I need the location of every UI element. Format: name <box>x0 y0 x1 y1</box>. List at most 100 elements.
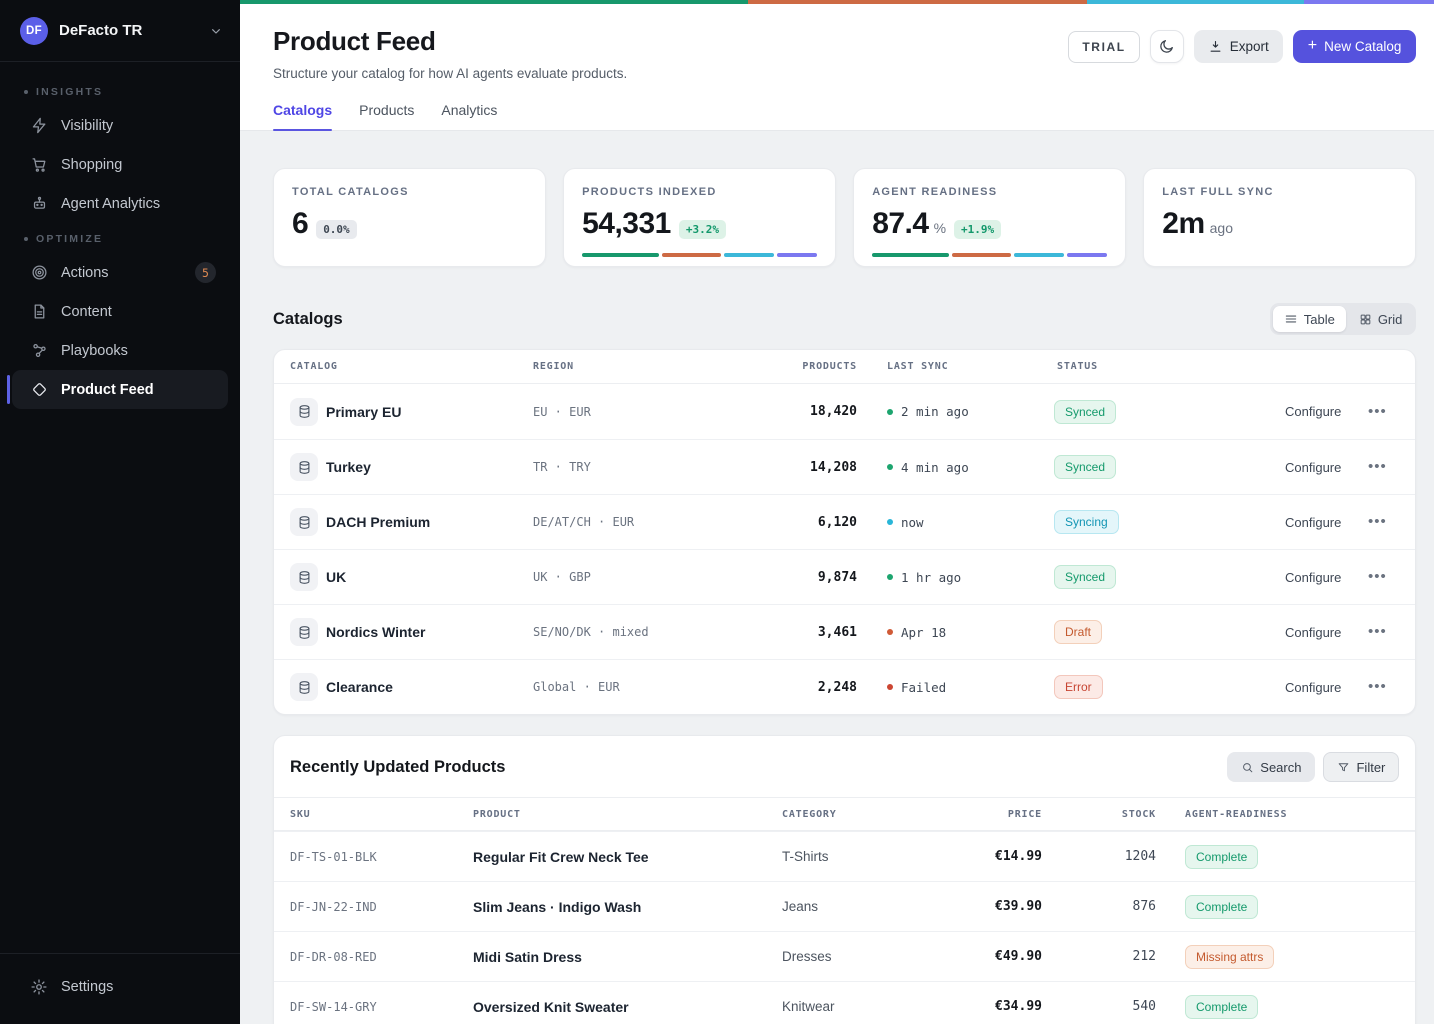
grid-view-button[interactable]: Grid <box>1348 306 1414 332</box>
list-icon <box>1284 312 1298 326</box>
column-header-products: PRODUCTS <box>713 361 857 372</box>
export-button[interactable]: Export <box>1194 30 1283 63</box>
product-name: Slim Jeans · Indigo Wash <box>473 899 782 915</box>
filter-button[interactable]: Filter <box>1323 752 1399 782</box>
table-view-button[interactable]: Table <box>1273 306 1346 332</box>
configure-button[interactable]: Configure <box>1285 680 1355 695</box>
column-header-sku: SKU <box>290 809 473 820</box>
catalog-name: DACH Premium <box>326 514 533 530</box>
product-row[interactable]: DF-SW-14-GRYOversized Knit SweaterKnitwe… <box>274 981 1415 1024</box>
stat-suffix: ago <box>1210 220 1233 236</box>
tab-bar: Catalogs Products Analytics <box>240 81 1434 131</box>
row-menu-button[interactable]: ••• <box>1355 407 1399 417</box>
configure-button[interactable]: Configure <box>1285 460 1355 475</box>
sidebar-item-visibility[interactable]: Visibility <box>12 106 228 145</box>
new-catalog-button[interactable]: + New Catalog <box>1293 30 1417 63</box>
catalog-region: DE/AT/CH · EUR <box>533 515 713 529</box>
catalogs-title: Catalogs <box>273 310 343 329</box>
sidebar-section-label: INSIGHTS <box>24 86 228 98</box>
product-sku: DF-DR-08-RED <box>290 950 473 964</box>
progress-segment <box>872 253 949 257</box>
column-header-status: STATUS <box>1054 361 1285 372</box>
view-toggle: Table Grid <box>1270 303 1417 335</box>
catalog-last-sync: 4 min ago <box>857 460 1054 475</box>
column-header-product: PRODUCT <box>473 809 782 820</box>
row-menu-button[interactable]: ••• <box>1355 627 1399 637</box>
tab-catalogs[interactable]: Catalogs <box>273 102 332 130</box>
product-price: €14.99 <box>962 849 1042 864</box>
theme-toggle-button[interactable] <box>1150 30 1184 63</box>
last-sync-text: now <box>901 515 924 530</box>
sync-status-dot <box>887 629 893 635</box>
stat-delta-badge: +1.9% <box>954 220 1001 239</box>
row-menu-button[interactable]: ••• <box>1355 462 1399 472</box>
column-header-catalog: CATALOG <box>290 361 533 372</box>
stat-label: AGENT READINESS <box>872 186 1107 198</box>
stats-row: TOTAL CATALOGS60.0%PRODUCTS INDEXED54,33… <box>273 168 1416 267</box>
search-button[interactable]: Search <box>1227 752 1315 782</box>
sidebar-item-playbooks[interactable]: Playbooks <box>12 331 228 370</box>
stat-value: 2m <box>1162 207 1204 241</box>
product-readiness-cell: Complete <box>1156 895 1399 919</box>
catalog-name: Turkey <box>326 459 533 475</box>
sidebar-item-actions[interactable]: Actions5 <box>12 253 228 292</box>
catalog-region: Global · EUR <box>533 680 713 694</box>
product-sku: DF-SW-14-GRY <box>290 1000 473 1014</box>
row-menu-button[interactable]: ••• <box>1355 682 1399 692</box>
tab-analytics[interactable]: Analytics <box>441 102 497 130</box>
catalog-row[interactable]: Nordics WinterSE/NO/DK · mixed3,461Apr 1… <box>274 604 1415 659</box>
tab-products[interactable]: Products <box>359 102 414 130</box>
catalog-row[interactable]: Primary EUEU · EUR18,4202 min agoSyncedC… <box>274 384 1415 439</box>
catalog-row[interactable]: DACH PremiumDE/AT/CH · EUR6,120nowSyncin… <box>274 494 1415 549</box>
row-menu-button[interactable]: ••• <box>1355 572 1399 582</box>
sidebar-item-shopping[interactable]: Shopping <box>12 145 228 184</box>
sidebar-item-settings[interactable]: Settings <box>12 967 228 1006</box>
readiness-badge: Complete <box>1185 995 1258 1019</box>
catalog-region: SE/NO/DK · mixed <box>533 625 713 639</box>
sync-status-dot <box>887 519 893 525</box>
catalog-icon-cell <box>290 398 326 426</box>
row-menu-button[interactable]: ••• <box>1355 517 1399 527</box>
sync-status-dot <box>887 464 893 470</box>
database-icon <box>290 398 318 426</box>
stat-label: TOTAL CATALOGS <box>292 186 527 198</box>
column-header-region: REGION <box>533 361 713 372</box>
main-area: Product Feed Structure your catalog for … <box>240 0 1434 1024</box>
sidebar: DF DeFacto TR INSIGHTS VisibilityShopping… <box>0 0 240 1024</box>
bullet-icon <box>24 237 28 241</box>
product-price: €39.90 <box>962 899 1042 914</box>
catalog-icon-cell <box>290 618 326 646</box>
catalogs-section-head: Catalogs Table Grid <box>273 303 1416 335</box>
sidebar-item-content[interactable]: Content <box>12 292 228 331</box>
products-table-header: SKU PRODUCT CATEGORY PRICE STOCK AGENT-R… <box>274 797 1415 831</box>
sidebar-item-agent-analytics[interactable]: Agent Analytics <box>12 184 228 223</box>
catalog-status-cell: Draft <box>1054 620 1285 644</box>
workspace-name: DeFacto TR <box>59 22 142 39</box>
product-name: Regular Fit Crew Neck Tee <box>473 849 782 865</box>
product-row[interactable]: DF-JN-22-INDSlim Jeans · Indigo WashJean… <box>274 881 1415 931</box>
configure-button[interactable]: Configure <box>1285 570 1355 585</box>
workspace-switcher[interactable]: DF DeFacto TR <box>0 0 240 62</box>
grid-icon <box>1359 313 1372 326</box>
readiness-badge: Complete <box>1185 845 1258 869</box>
sidebar-item-product-feed[interactable]: Product Feed <box>12 370 228 409</box>
column-header-last-sync: LAST SYNC <box>857 361 1054 372</box>
catalog-row[interactable]: TurkeyTR · TRY14,2084 min agoSyncedConfi… <box>274 439 1415 494</box>
download-icon <box>1208 39 1223 54</box>
product-row[interactable]: DF-DR-08-REDMidi Satin DressDresses€49.9… <box>274 931 1415 981</box>
product-row[interactable]: DF-TS-01-BLKRegular Fit Crew Neck TeeT-S… <box>274 831 1415 881</box>
sync-status-dot <box>887 409 893 415</box>
configure-button[interactable]: Configure <box>1285 515 1355 530</box>
catalog-products-count: 14,208 <box>713 460 857 475</box>
product-price: €49.90 <box>962 949 1042 964</box>
catalog-row[interactable]: UKUK · GBP9,8741 hr agoSyncedConfigure••… <box>274 549 1415 604</box>
catalog-row[interactable]: ClearanceGlobal · EUR2,248FailedErrorCon… <box>274 659 1415 714</box>
catalog-last-sync: 2 min ago <box>857 404 1054 419</box>
trial-badge[interactable]: TRIAL <box>1068 31 1139 63</box>
configure-button[interactable]: Configure <box>1285 625 1355 640</box>
sidebar-section-label: OPTIMIZE <box>24 233 228 245</box>
stat-value-row: 2m ago <box>1162 207 1397 241</box>
workspace-avatar: DF <box>20 17 48 45</box>
page-content: TOTAL CATALOGS60.0%PRODUCTS INDEXED54,33… <box>240 131 1434 1024</box>
configure-button[interactable]: Configure <box>1285 404 1355 419</box>
